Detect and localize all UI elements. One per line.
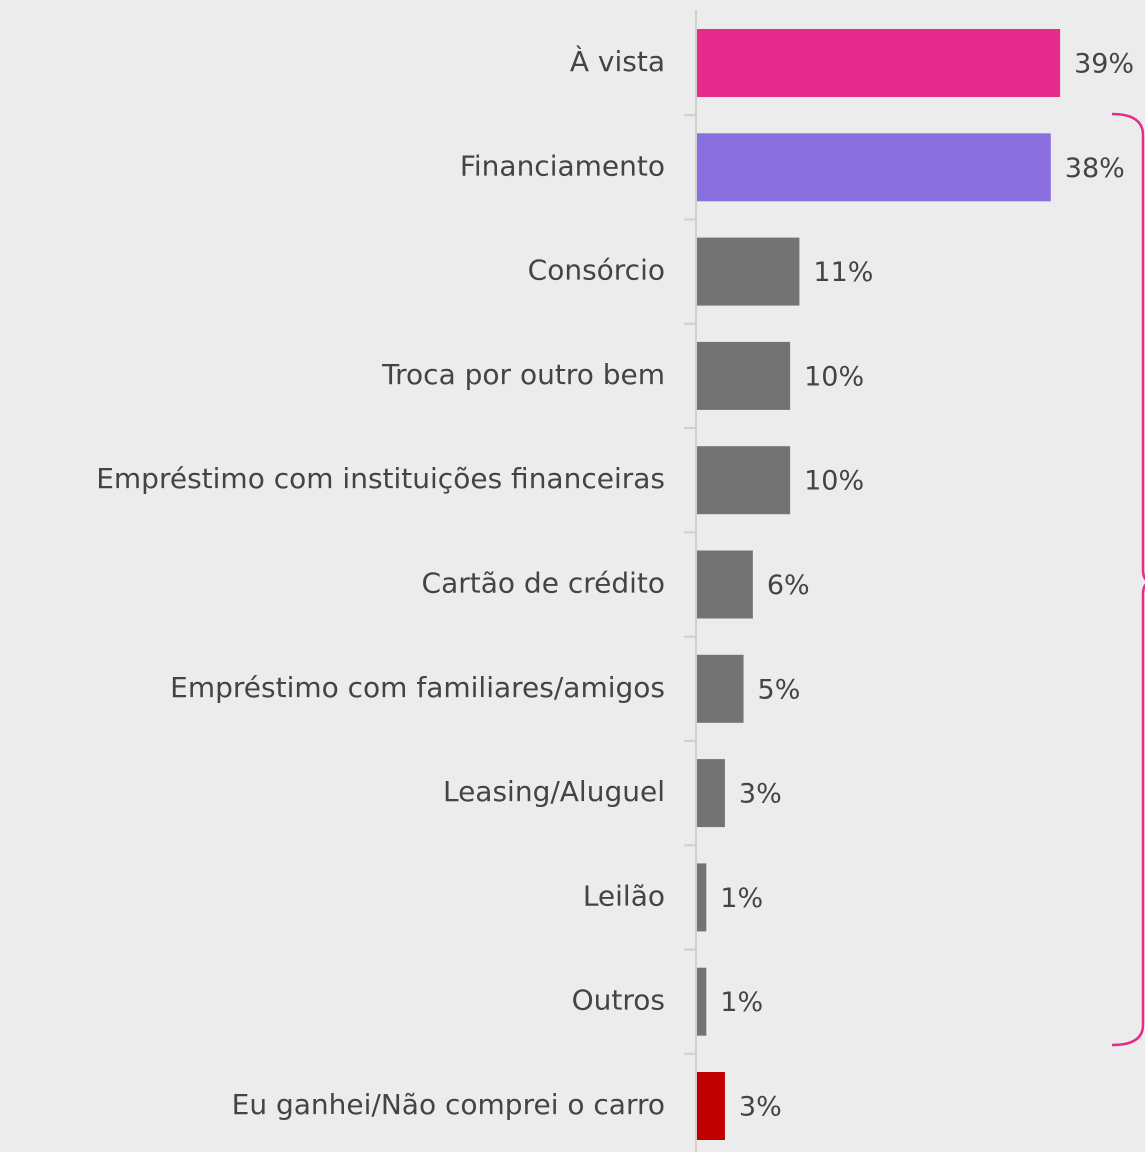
bar	[697, 654, 744, 723]
value-label: 10%	[804, 361, 864, 392]
bar	[697, 341, 791, 410]
bar	[697, 863, 707, 932]
value-label: 5%	[758, 674, 801, 705]
value-label: 1%	[720, 883, 763, 914]
category-label: Financiamento	[460, 149, 665, 182]
bar	[697, 1072, 725, 1140]
value-label: 3%	[739, 1092, 782, 1123]
value-label: 6%	[767, 570, 810, 601]
category-label: Cartão de crédito	[422, 567, 665, 600]
category-label: Leilão	[583, 879, 665, 912]
category-label: Troca por outro bem	[381, 358, 665, 391]
category-label: Empréstimo com familiares/amigos	[170, 671, 665, 704]
value-label: 39%	[1074, 49, 1134, 80]
bar	[697, 446, 791, 515]
bar	[697, 759, 725, 828]
bar	[697, 967, 707, 1036]
category-label: Outros	[572, 984, 665, 1017]
value-label: 38%	[1065, 153, 1125, 184]
value-label: 1%	[720, 987, 763, 1018]
category-label: Leasing/Aluguel	[443, 775, 665, 808]
category-label: Consórcio	[528, 254, 665, 287]
category-label: Eu ganhei/Não comprei o carro	[232, 1088, 665, 1121]
category-label: À vista	[570, 44, 665, 78]
value-label: 10%	[804, 466, 864, 497]
value-label: 3%	[739, 779, 782, 810]
bracket	[1111, 112, 1145, 1047]
bar	[697, 29, 1061, 97]
category-label: Empréstimo com instituições financeiras	[96, 462, 665, 495]
bar	[697, 133, 1051, 202]
bar	[697, 237, 800, 306]
bar	[697, 550, 753, 619]
value-label: 11%	[813, 257, 873, 288]
